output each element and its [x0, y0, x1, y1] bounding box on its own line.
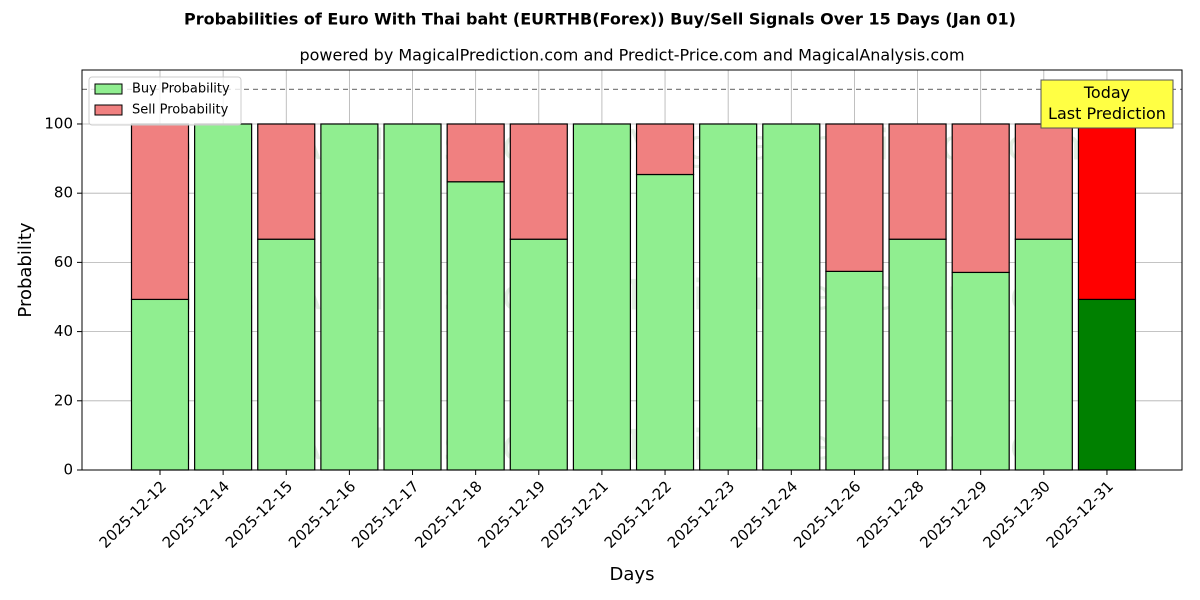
bar-segment [509, 123, 568, 240]
x-tick-label: 2025-12-30 [979, 477, 1053, 551]
bar-segment [572, 123, 632, 471]
plot-frame [81, 69, 1183, 471]
x-tick-label: 2025-12-29 [916, 477, 990, 551]
x-tick-label: 2025-12-16 [285, 477, 359, 551]
x-tick-label: 2025-12-23 [664, 477, 738, 551]
bar-segment [1077, 298, 1137, 471]
chart-subtitle: powered by MagicalPrediction.com and Pre… [299, 46, 964, 65]
bar-segment [635, 173, 695, 471]
legend-box [88, 76, 242, 126]
bar-segment [888, 238, 947, 471]
x-tick-label: 2025-12-15 [222, 477, 296, 551]
legend-label: Buy Probability [132, 82, 230, 97]
bar-segment [1014, 123, 1073, 240]
x-tick-label: 2025-12-31 [1043, 477, 1117, 551]
bar-segment [194, 123, 253, 471]
bar-segment [951, 123, 1010, 274]
bar-segment [635, 123, 695, 176]
bar-segment [762, 123, 821, 471]
bar-segment [1014, 238, 1073, 471]
y-tick-label: 60 [54, 253, 73, 271]
bar-segment [383, 123, 442, 471]
bar-segment [951, 271, 1010, 471]
bar-segment [446, 123, 505, 183]
y-tick-label: 0 [63, 461, 73, 479]
x-tick-label: 2025-12-22 [601, 477, 675, 551]
annotation: Today Last Prediction [1048, 83, 1166, 123]
x-axis-label: Days [610, 564, 655, 585]
y-tick-label: 40 [54, 322, 73, 340]
legend-label: Sell Probability [132, 103, 229, 118]
y-tick-label: 100 [44, 114, 73, 132]
bar-segment [825, 123, 884, 272]
x-tick-label: 2025-12-24 [727, 477, 801, 551]
bar-segment [257, 123, 316, 240]
x-tick-label: 2025-12-26 [790, 477, 864, 551]
x-tick-label: 2025-12-21 [538, 477, 612, 551]
bar-segment [446, 181, 505, 471]
x-tick-label: 2025-12-18 [411, 477, 485, 551]
bar-segment [130, 123, 190, 301]
bar-segment [130, 298, 190, 471]
bar-segment [825, 270, 884, 471]
y-tick-label: 20 [54, 391, 73, 409]
x-tick-label: 2025-12-12 [96, 477, 170, 551]
y-tick-label: 80 [54, 184, 73, 202]
bar-segment [257, 238, 316, 471]
y-axis-label: Probability [15, 222, 36, 317]
x-tick-label: 2025-12-14 [159, 477, 233, 551]
legend-swatch [94, 104, 123, 116]
bar-segment [699, 123, 758, 471]
bar-segment [888, 123, 947, 240]
legend-swatch [94, 83, 123, 95]
bar-segment [320, 123, 379, 471]
x-tick-label: 2025-12-17 [348, 477, 422, 551]
bar-segment [1077, 123, 1137, 301]
x-tick-label: 2025-12-19 [474, 477, 548, 551]
annotation-box [1040, 79, 1174, 129]
chart-title: Probabilities of Euro With Thai baht (EU… [184, 10, 1016, 29]
bar-segment [509, 238, 568, 471]
x-tick-label: 2025-12-28 [853, 477, 927, 551]
